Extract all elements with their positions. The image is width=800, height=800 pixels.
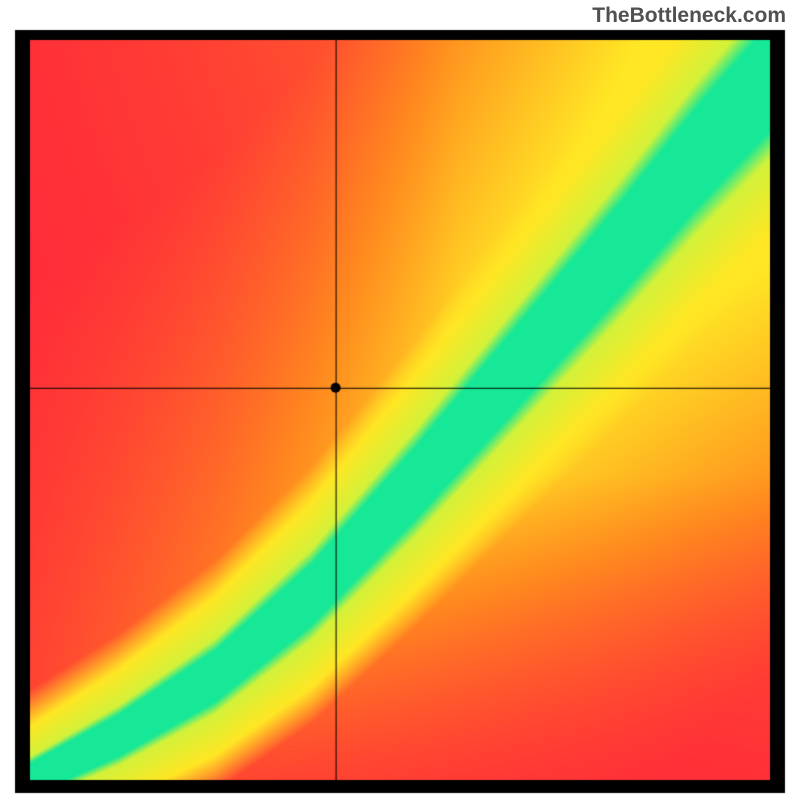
chart-container: TheBottleneck.com bbox=[0, 0, 800, 800]
watermark-text: TheBottleneck.com bbox=[592, 4, 786, 28]
heatmap-canvas bbox=[0, 0, 800, 800]
